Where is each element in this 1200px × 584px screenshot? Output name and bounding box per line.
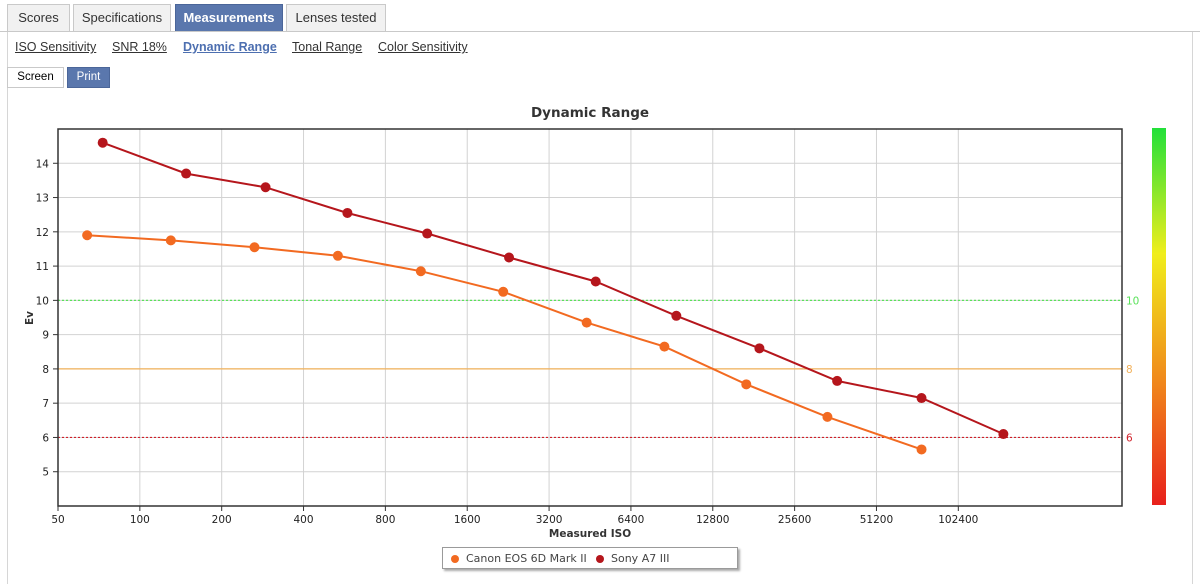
reference-label-6: 6	[1126, 432, 1133, 444]
y-tick-label: 7	[42, 398, 49, 410]
data-point-series-0	[332, 250, 343, 261]
tab-measurements[interactable]: Measurements	[175, 4, 283, 31]
data-point-series-1	[590, 276, 601, 287]
data-point-series-1	[504, 252, 515, 263]
data-point-series-1	[671, 310, 682, 321]
chart-legend: Canon EOS 6D Mark II Sony A7 III	[442, 547, 738, 569]
y-axis-label: Ev	[24, 311, 36, 325]
axis-ticks: 50 100 200 400 800 1600 3200 6400 12800 25600 5120…	[36, 158, 979, 526]
subtab-color-sensitivity[interactable]: Color Sensitivity	[378, 40, 468, 54]
data-point-series-1	[754, 343, 765, 354]
x-tick-label: 25600	[778, 514, 811, 526]
chart-title: Dynamic Range	[531, 105, 649, 121]
x-axis-label: Measured ISO	[549, 528, 631, 540]
x-tick-label: 50	[51, 514, 64, 526]
data-point-series-0	[822, 411, 833, 422]
plot-area-border	[57, 128, 1123, 507]
data-point-series-1	[342, 207, 353, 218]
data-point-series-0	[82, 230, 93, 241]
data-point-series-0	[165, 235, 176, 246]
x-tick-label: 3200	[536, 514, 563, 526]
legend-label-sony: Sony A7 III	[611, 552, 670, 565]
legend-item-canon[interactable]: Canon EOS 6D Mark II	[451, 552, 587, 565]
data-point-series-1	[916, 393, 927, 404]
grid-lines	[58, 129, 1122, 506]
data-point-series-0	[741, 379, 752, 390]
data-series	[82, 137, 1009, 455]
reference-label-8: 8	[1126, 364, 1133, 376]
print-toggle-button[interactable]: Print	[67, 67, 110, 88]
measurements-panel	[7, 32, 1193, 584]
y-tick-label: 13	[36, 193, 49, 205]
data-point-series-0	[916, 444, 927, 455]
reference-label-10: 10	[1126, 295, 1139, 307]
series-line-0	[87, 234, 922, 451]
data-point-series-1	[998, 429, 1009, 440]
data-point-series-1	[97, 137, 108, 148]
screen-toggle-button[interactable]: Screen	[7, 67, 64, 88]
y-tick-label: 6	[42, 432, 49, 444]
y-tick-label: 14	[36, 158, 50, 170]
data-point-series-0	[498, 286, 509, 297]
x-tick-label: 12800	[696, 514, 729, 526]
x-tick-label: 6400	[618, 514, 645, 526]
tab-scores[interactable]: Scores	[7, 4, 70, 31]
y-tick-label: 8	[42, 364, 49, 376]
y-tick-label: 12	[36, 227, 49, 239]
x-tick-label: 800	[375, 514, 395, 526]
tab-specifications[interactable]: Specifications	[73, 4, 171, 31]
series-line-1	[102, 141, 1004, 435]
data-point-series-0	[415, 266, 426, 277]
legend-marker-sony	[596, 555, 604, 563]
data-point-series-0	[581, 317, 592, 328]
y-tick-label: 9	[42, 330, 49, 342]
subtab-snr-18[interactable]: SNR 18%	[112, 40, 167, 54]
color-scale-bar	[1152, 128, 1166, 505]
main-tab-bar: Scores Specifications Measurements Lense…	[0, 0, 1200, 32]
data-point-series-1	[260, 182, 271, 193]
subtab-dynamic-range[interactable]: Dynamic Range	[183, 40, 277, 54]
tab-divider	[0, 31, 1200, 32]
x-tick-label: 102400	[938, 514, 978, 526]
tab-lenses-tested[interactable]: Lenses tested	[286, 4, 386, 31]
y-tick-label: 10	[36, 295, 49, 307]
data-point-series-0	[249, 242, 260, 253]
legend-marker-canon	[451, 555, 459, 563]
legend-label-canon: Canon EOS 6D Mark II	[466, 552, 587, 565]
subtab-tonal-range[interactable]: Tonal Range	[292, 40, 363, 54]
x-tick-label: 200	[212, 514, 232, 526]
reference-lines: 10 8 6	[58, 295, 1139, 444]
y-tick-label: 11	[36, 261, 49, 273]
x-tick-label: 400	[294, 514, 314, 526]
data-point-series-1	[832, 375, 843, 386]
data-point-series-1	[422, 228, 433, 239]
y-tick-label: 5	[42, 467, 49, 479]
x-tick-label: 100	[130, 514, 150, 526]
x-tick-label: 51200	[860, 514, 893, 526]
data-point-series-1	[181, 168, 192, 179]
x-tick-label: 1600	[454, 514, 481, 526]
legend-item-sony[interactable]: Sony A7 III	[596, 552, 669, 565]
data-point-series-0	[659, 341, 670, 352]
subtab-iso-sensitivity[interactable]: ISO Sensitivity	[15, 40, 97, 54]
